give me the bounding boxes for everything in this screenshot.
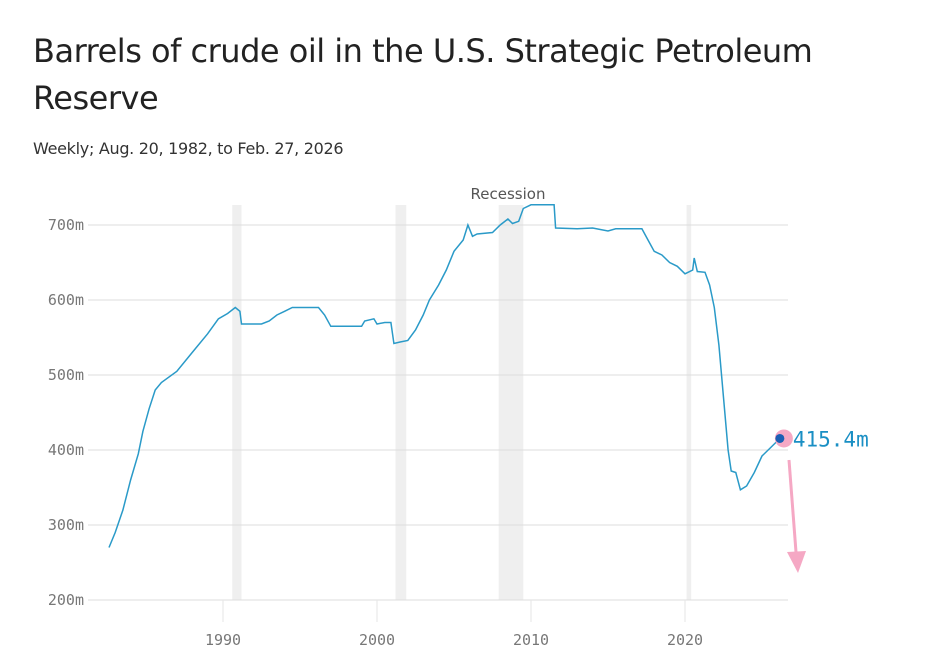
recession-band (686, 205, 692, 600)
x-tick-label: 2010 (513, 631, 549, 649)
series-line (108, 204, 781, 548)
x-tick-label: 2020 (667, 631, 703, 649)
annotation-arrow-head (787, 551, 806, 573)
y-tick-label: 700m (48, 216, 84, 234)
last-value-label: 415.4m (793, 427, 869, 451)
recession-label: Recession (471, 185, 546, 203)
recession-band (232, 205, 242, 600)
last-point-marker (775, 433, 785, 443)
y-tick-label: 600m (48, 291, 84, 309)
recession-band (395, 205, 407, 600)
annotation-arrow-shaft (787, 459, 798, 553)
y-tick-label: 300m (48, 516, 84, 534)
chart-title: Barrels of crude oil in the U.S. Strateg… (33, 32, 813, 117)
x-tick-label: 1990 (205, 631, 241, 649)
y-tick-label: 200m (48, 591, 84, 609)
recession-band (498, 205, 524, 600)
chart-subtitle: Weekly; Aug. 20, 1982, to Feb. 27, 2026 (33, 139, 344, 158)
y-tick-label: 500m (48, 366, 84, 384)
x-tick-label: 2000 (359, 631, 395, 649)
y-tick-label: 400m (48, 441, 84, 459)
